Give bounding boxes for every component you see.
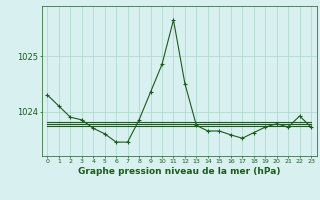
X-axis label: Graphe pression niveau de la mer (hPa): Graphe pression niveau de la mer (hPa) (78, 167, 280, 176)
